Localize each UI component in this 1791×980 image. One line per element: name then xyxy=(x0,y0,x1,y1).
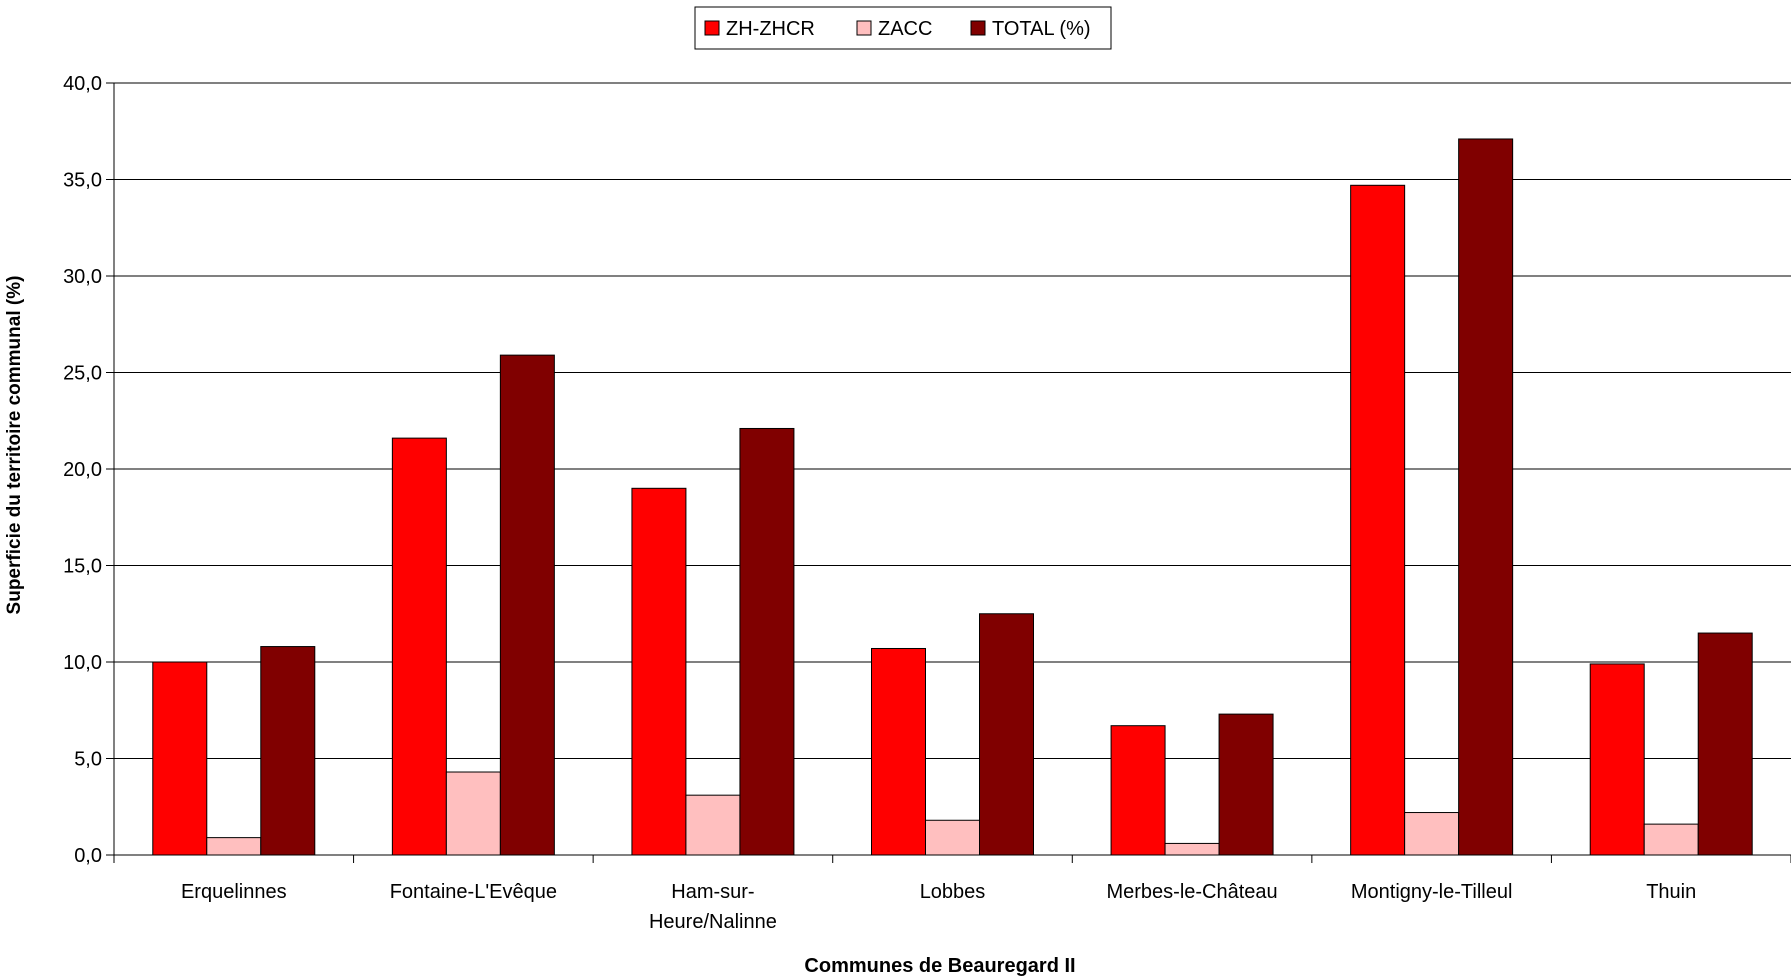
bar xyxy=(1458,138,1514,856)
bar xyxy=(206,837,262,856)
x-axis-label: Communes de Beauregard II xyxy=(804,955,1075,977)
bars xyxy=(152,138,1753,856)
legend-label: ZACC xyxy=(878,18,932,40)
bar xyxy=(1697,632,1753,856)
bar xyxy=(685,794,741,856)
y-tick-label: 30,0 xyxy=(63,266,102,288)
bar xyxy=(1404,812,1460,856)
x-tick-label: Lobbes xyxy=(920,881,986,903)
y-axis-label: Superficie du territoire communal (%) xyxy=(4,276,25,615)
y-tick-label: 25,0 xyxy=(63,363,102,385)
y-tick-label: 15,0 xyxy=(63,556,102,578)
bar xyxy=(1164,842,1220,856)
x-tick-label: Thuin xyxy=(1646,881,1696,903)
x-axis: Erquelinnes Fontaine-L'Evêque Ham-sur- Heur… xyxy=(113,854,1791,933)
bar xyxy=(979,613,1034,856)
bar xyxy=(1218,713,1274,856)
gridlines xyxy=(114,82,1791,759)
bar xyxy=(445,771,501,856)
bar xyxy=(391,437,447,856)
bar xyxy=(1350,184,1406,856)
y-tick-label: 40,0 xyxy=(63,73,102,95)
x-tick-label: Erquelinnes xyxy=(181,881,287,903)
bar xyxy=(1589,663,1645,856)
x-tick-label: Fontaine-L'Evêque xyxy=(390,881,557,903)
legend-swatch xyxy=(704,20,720,36)
y-axis: 0,0 5,0 10,0 15,0 20,0 25,0 30,0 35,0 40,0 xyxy=(63,73,115,867)
bar xyxy=(925,819,980,856)
y-tick-label: 5,0 xyxy=(74,749,102,771)
bar xyxy=(1110,725,1166,856)
bar xyxy=(260,646,316,856)
bar xyxy=(631,487,687,856)
legend-swatch xyxy=(970,20,986,36)
y-tick-label: 10,0 xyxy=(63,652,102,674)
bar xyxy=(499,354,555,856)
bar xyxy=(739,427,795,856)
bar xyxy=(871,647,926,856)
y-tick-label: 20,0 xyxy=(63,459,102,481)
bar xyxy=(152,661,208,856)
bar xyxy=(1643,823,1699,856)
x-tick-label: Ham-sur- xyxy=(671,881,754,903)
legend-box xyxy=(694,6,1112,50)
legend-label: TOTAL (%) xyxy=(992,18,1091,40)
x-tick-label: Merbes-le-Château xyxy=(1106,881,1277,903)
y-tick-label: 0,0 xyxy=(74,845,102,867)
y-tick-label: 35,0 xyxy=(63,170,102,192)
legend: ZH-ZHCR ZACC TOTAL (%) xyxy=(694,6,1112,50)
legend-label: ZH-ZHCR xyxy=(726,18,815,40)
x-tick-label: Heure/Nalinne xyxy=(649,911,777,933)
x-tick-label: Montigny-le-Tilleul xyxy=(1351,881,1513,903)
legend-swatch xyxy=(856,20,872,36)
